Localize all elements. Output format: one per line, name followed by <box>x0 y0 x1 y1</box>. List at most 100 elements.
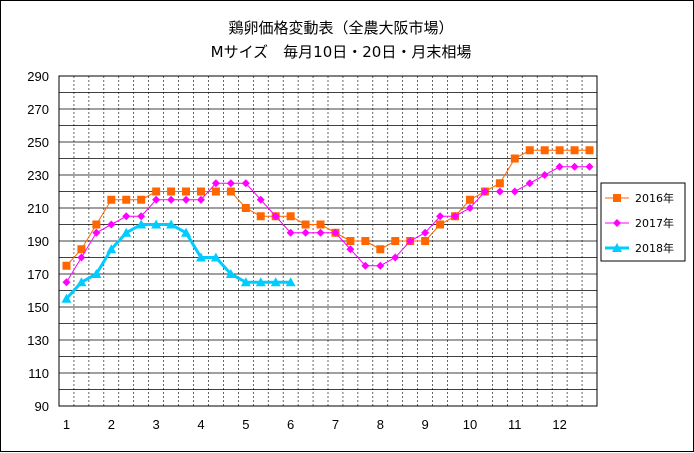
data-point <box>391 253 400 262</box>
y-tick-label: 130 <box>27 333 49 348</box>
chart-subtitle: Mサイズ 毎月10日・20日・月末相場 <box>211 43 472 61</box>
data-point <box>256 212 265 221</box>
legend-label: 2018年 <box>635 241 674 255</box>
y-tick-label: 190 <box>27 234 49 249</box>
data-point <box>77 245 86 254</box>
data-point <box>62 261 71 270</box>
data-point <box>211 179 220 188</box>
x-tick-label: 3 <box>153 417 160 432</box>
data-point <box>540 146 549 155</box>
x-tick-label: 4 <box>197 417 204 432</box>
data-point <box>585 146 594 155</box>
data-point <box>570 146 579 155</box>
data-point <box>285 277 296 287</box>
grid-lines <box>58 75 598 407</box>
data-point <box>436 212 445 221</box>
x-tick-label: 1 <box>63 417 70 432</box>
data-point <box>465 195 474 204</box>
data-point <box>62 278 71 287</box>
x-tick-label: 12 <box>552 417 566 432</box>
data-point <box>570 162 579 171</box>
y-tick-label: 270 <box>27 102 49 117</box>
y-tick-label: 210 <box>27 201 49 216</box>
data-point <box>151 219 162 229</box>
legend-label: 2016年 <box>635 191 674 205</box>
data-point <box>152 187 161 196</box>
data-point <box>555 146 564 155</box>
data-point <box>525 179 534 188</box>
data-point <box>240 277 251 287</box>
data-point <box>510 187 519 196</box>
data-point <box>585 162 594 171</box>
data-point <box>465 204 474 212</box>
data-point <box>613 194 621 202</box>
x-tick-label: 6 <box>287 417 294 432</box>
data-point <box>346 237 355 245</box>
data-point <box>182 187 191 196</box>
data-point <box>136 219 147 229</box>
x-tick-label: 5 <box>242 417 249 432</box>
y-tick-label: 170 <box>27 267 49 282</box>
data-point <box>166 219 177 229</box>
data-point <box>137 212 146 221</box>
x-tick-label: 2 <box>108 417 115 432</box>
data-point <box>436 220 445 229</box>
data-point <box>241 179 250 188</box>
data-point <box>612 243 622 252</box>
series-3 <box>61 219 296 303</box>
data-point <box>106 244 117 254</box>
data-point <box>613 219 621 227</box>
data-point <box>196 187 205 196</box>
data-point <box>421 228 430 237</box>
legend: 2016年 2017年 2018年 <box>600 182 686 262</box>
data-point <box>226 187 235 196</box>
data-point <box>555 162 564 171</box>
series-layer <box>61 146 594 303</box>
x-tick-label: 9 <box>422 417 429 432</box>
data-point <box>495 179 504 188</box>
data-point <box>225 269 236 278</box>
data-point <box>331 228 340 237</box>
data-point <box>286 212 295 221</box>
data-point <box>107 195 116 204</box>
data-point <box>376 261 385 270</box>
data-point <box>316 220 325 229</box>
data-point <box>196 195 205 204</box>
x-tick-label: 11 <box>508 417 522 432</box>
data-point <box>256 195 265 204</box>
data-point <box>361 261 370 270</box>
data-point <box>167 187 176 196</box>
data-point <box>480 187 489 196</box>
series-2 <box>62 162 594 287</box>
data-point <box>391 237 400 245</box>
data-point <box>122 195 131 204</box>
data-point <box>301 220 310 229</box>
data-point <box>61 293 72 303</box>
data-point <box>226 179 235 188</box>
data-point <box>91 269 102 278</box>
data-point <box>361 237 370 245</box>
data-point <box>167 195 176 204</box>
x-tick-label: 10 <box>463 417 477 432</box>
data-point <box>346 245 355 254</box>
data-point <box>495 187 504 196</box>
y-tick-label: 290 <box>27 69 49 84</box>
data-point <box>255 277 266 287</box>
y-tick-label: 110 <box>28 366 49 381</box>
data-point <box>451 212 460 221</box>
data-point <box>286 228 295 237</box>
data-point <box>210 252 221 262</box>
data-point <box>241 204 250 212</box>
data-point <box>540 171 549 179</box>
legend-label: 2017年 <box>635 216 674 230</box>
data-point <box>76 277 87 287</box>
data-point <box>152 195 161 204</box>
y-tick-label: 90 <box>35 399 49 414</box>
data-point <box>121 227 132 237</box>
data-point <box>406 237 415 245</box>
data-point <box>107 220 116 229</box>
data-point <box>270 277 281 287</box>
x-tick-label: 8 <box>377 417 384 432</box>
